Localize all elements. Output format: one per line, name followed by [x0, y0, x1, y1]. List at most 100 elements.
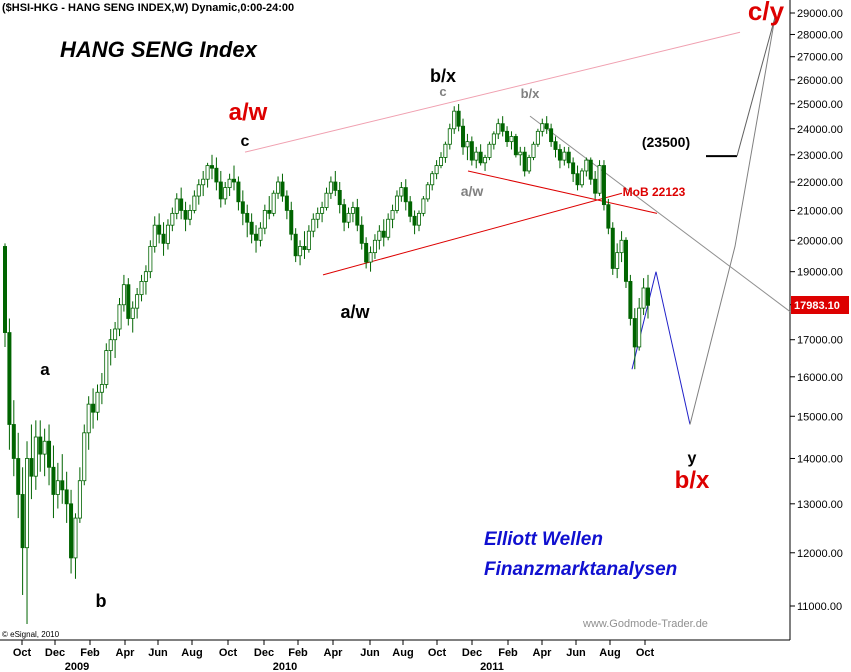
candle-body [320, 207, 325, 214]
candle-body [474, 151, 479, 161]
x-tick-label: Jun [566, 647, 586, 659]
x-tick-label: Apr [324, 647, 344, 659]
candle-body [51, 466, 56, 495]
wave-label: MoB 22123 [623, 185, 686, 199]
candle-body [557, 149, 562, 161]
current-price-label: 17983.10 [794, 300, 840, 312]
upper-channel-line [244, 31, 741, 153]
candle-body [562, 151, 567, 161]
x-tick-label: Oct [13, 647, 32, 659]
candle-body [209, 165, 214, 169]
candle-body [575, 173, 580, 186]
candle-body [232, 178, 237, 183]
candle-body [20, 494, 25, 549]
candle-body [135, 294, 140, 309]
candle-body [95, 391, 100, 413]
candle-body [113, 328, 118, 341]
y-tick-label: 25000.00 [797, 99, 843, 111]
candle-body [593, 178, 598, 194]
lower-trend-line [322, 192, 623, 276]
candle-body [267, 210, 272, 214]
candle-body [262, 210, 267, 229]
candle-body [544, 123, 549, 130]
candle-body [443, 143, 448, 158]
candle-body [478, 151, 483, 164]
candle-body [553, 141, 558, 150]
wave-label: b [96, 591, 107, 611]
candle-body [165, 224, 170, 244]
candlestick-series [3, 104, 651, 625]
candle-body [293, 233, 298, 257]
y-tick-label: 12000.00 [797, 548, 843, 560]
wave-label: a/w [340, 302, 370, 322]
candle-body [55, 480, 60, 495]
candle-body [505, 130, 510, 143]
copyright-text: © eSignal, 2010 [2, 630, 60, 639]
x-tick-label: Aug [181, 647, 202, 659]
candle-body [421, 198, 426, 214]
watermark-text: www.Godmode-Trader.de [582, 618, 708, 630]
y-tick-label: 24000.00 [797, 124, 843, 136]
x-tick-label: Aug [392, 647, 413, 659]
wave-label: c [439, 84, 446, 99]
brand-line-1: Elliott Wellen [484, 529, 603, 550]
candle-body [372, 239, 377, 254]
candle-body [452, 110, 457, 130]
candle-body [227, 178, 232, 188]
y-tick-label: 26000.00 [797, 75, 843, 87]
candle-body [311, 218, 316, 232]
candle-body [610, 227, 615, 269]
candle-body [333, 181, 338, 191]
candle-body [509, 136, 514, 143]
wave-label: (23500) [642, 134, 690, 150]
x-tick-label: Oct [219, 647, 238, 659]
candle-body [531, 143, 536, 158]
wave-label: b/x [430, 66, 456, 86]
candle-body [522, 151, 527, 172]
candle-body [306, 230, 311, 250]
y-tick-label: 13000.00 [797, 499, 843, 511]
candle-body [597, 165, 602, 194]
x-tick-label: Apr [533, 647, 553, 659]
candle-body [566, 151, 571, 164]
candle-body [601, 165, 606, 206]
wave-label: a/w [461, 183, 484, 199]
forecast-gray-path [689, 17, 776, 425]
candle-body [245, 212, 250, 223]
candle-body [223, 187, 228, 200]
candle-body [73, 517, 78, 559]
candle-body [236, 181, 241, 203]
candle-body [632, 318, 637, 348]
page-title: HANG SENG Index [60, 37, 258, 62]
wave-label: c/y [748, 0, 785, 26]
y-tick-label: 17000.00 [797, 335, 843, 347]
candle-body [641, 287, 646, 309]
wave-label: y [688, 450, 697, 467]
current-price-box [791, 296, 849, 314]
candle-body [108, 339, 113, 351]
candle-body [25, 458, 30, 549]
x-year-label: 2010 [273, 661, 297, 672]
candle-body [64, 489, 69, 505]
y-tick-label: 23000.00 [797, 150, 843, 162]
candle-body [183, 210, 188, 220]
candle-body [434, 165, 439, 175]
candle-body [254, 233, 259, 241]
candle-body [540, 123, 545, 132]
candle-body [328, 181, 333, 194]
candle-body [38, 436, 43, 455]
candle-body [527, 157, 532, 172]
candle-body [390, 210, 395, 220]
candle-body [201, 178, 206, 186]
candle-body [192, 195, 197, 211]
candle-body [276, 181, 281, 194]
candle-body [3, 246, 8, 333]
candle-body [77, 480, 82, 519]
x-tick-label: Dec [462, 647, 482, 659]
x-tick-label: Apr [116, 647, 136, 659]
candle-body [518, 151, 523, 156]
candle-body [588, 159, 593, 180]
candle-body [315, 212, 320, 220]
